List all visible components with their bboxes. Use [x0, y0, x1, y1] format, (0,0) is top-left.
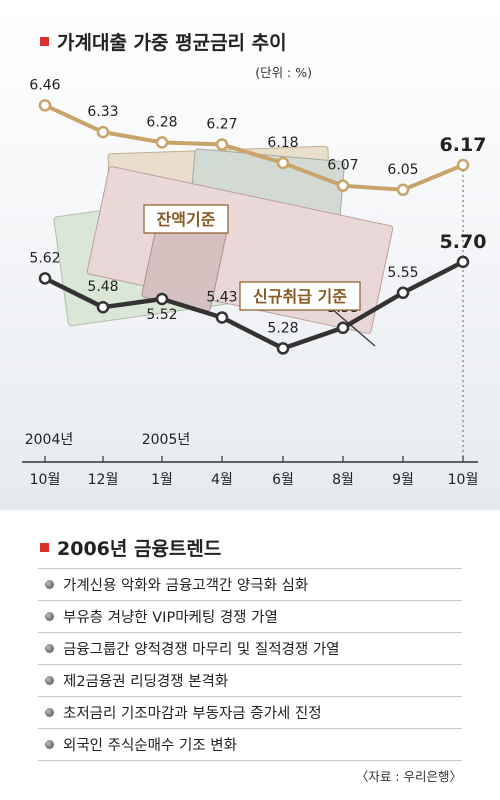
data-label: 6.18: [267, 135, 298, 151]
data-point: [276, 342, 290, 355]
list-item: 가계신용 악화와 금융고객간 양극화 심화: [38, 568, 462, 601]
data-label: 6.28: [146, 114, 177, 130]
bullet-icon: [45, 740, 54, 749]
series-label-box: [143, 204, 229, 234]
series-line: [44, 103, 464, 192]
data-label: 5.43: [206, 290, 237, 306]
data-point: [456, 255, 470, 269]
trend-list: 가계신용 악화와 금융고객간 양극화 심화 부유층 겨냥한 VIP마케팅 경쟁 …: [38, 568, 462, 761]
bullet-icon: [45, 644, 54, 653]
data-point: [456, 158, 470, 172]
data-label: 5.70: [440, 231, 487, 253]
x-tick-label: 6월: [272, 472, 294, 488]
trends-title: 2006년 금융트렌드: [40, 534, 221, 561]
trends-title-text: 2006년 금융트렌드: [57, 538, 222, 560]
series-label: 잔액기준: [157, 210, 216, 229]
data-point: [155, 292, 169, 306]
data-label: 5.52: [146, 307, 177, 323]
data-point: [38, 272, 52, 285]
data-label: 6.17: [440, 134, 487, 156]
data-point: [215, 138, 229, 151]
x-tick-label: 9월: [392, 472, 414, 488]
series-label-box: [239, 281, 361, 311]
x-tick-label: 8월: [332, 472, 354, 488]
list-item: 금융그룹간 양적경쟁 마무리 및 질적경쟁 가열: [38, 633, 462, 665]
year-label: 2004년: [25, 432, 74, 448]
x-tick-label: 10월: [30, 472, 61, 488]
unit-note: (단위 : %): [255, 65, 312, 80]
data-label: 5.28: [267, 320, 298, 336]
x-tick-label: 1월: [151, 472, 173, 488]
chart-title: 가계대출 가중 평균금리 추이: [40, 28, 287, 55]
bullet-icon: [45, 676, 54, 685]
list-item: 초저금리 기조마감과 부동자금 증가세 진정: [38, 697, 462, 729]
x-tick-label: 10월: [448, 472, 479, 488]
data-label: 6.27: [206, 116, 237, 132]
data-point: [155, 136, 169, 149]
data-label: 5.62: [29, 250, 60, 266]
data-point: [215, 311, 229, 324]
series-label: 신규취급 기준: [253, 287, 347, 306]
title-marker: [40, 37, 49, 46]
data-label: 6.07: [327, 158, 358, 174]
bullet-icon: [45, 612, 54, 621]
data-point: [96, 300, 110, 314]
line-chart: 6.46 6.33 6.28 6.27 6.18 6.07 6.05 6.17 5.62 5.48…: [22, 65, 487, 488]
data-label: 6.46: [29, 77, 60, 93]
series-label-leader: [331, 308, 376, 347]
list-item: 부유층 겨냥한 VIP마케팅 경쟁 가열: [38, 601, 462, 633]
bullet-icon: [45, 708, 54, 717]
list-item: 외국인 주식순매수 기조 변화: [38, 729, 462, 761]
year-label: 2005년: [142, 432, 191, 448]
data-label: 6.33: [87, 104, 118, 120]
data-point: [38, 99, 52, 112]
data-point: [396, 286, 410, 300]
x-tick-label: 12월: [88, 472, 119, 488]
bullet-icon: [45, 580, 54, 589]
data-point: [276, 156, 290, 170]
data-point: [96, 125, 110, 139]
series-line: [43, 259, 465, 351]
data-label: 5.48: [87, 279, 118, 295]
data-label: 6.05: [387, 162, 418, 178]
data-point: [336, 179, 350, 192]
data-point: [336, 321, 350, 335]
data-point: [396, 183, 410, 197]
trends-title-marker: [40, 543, 49, 552]
x-tick-label: 4월: [211, 472, 233, 488]
chart-title-text: 가계대출 가중 평균금리 추이: [57, 32, 287, 54]
data-label: 5.55: [387, 265, 418, 281]
list-item: 제2금융권 리딩경쟁 본격화: [38, 665, 462, 697]
source-note: 〈자료 : 우리은행〉: [355, 769, 462, 784]
